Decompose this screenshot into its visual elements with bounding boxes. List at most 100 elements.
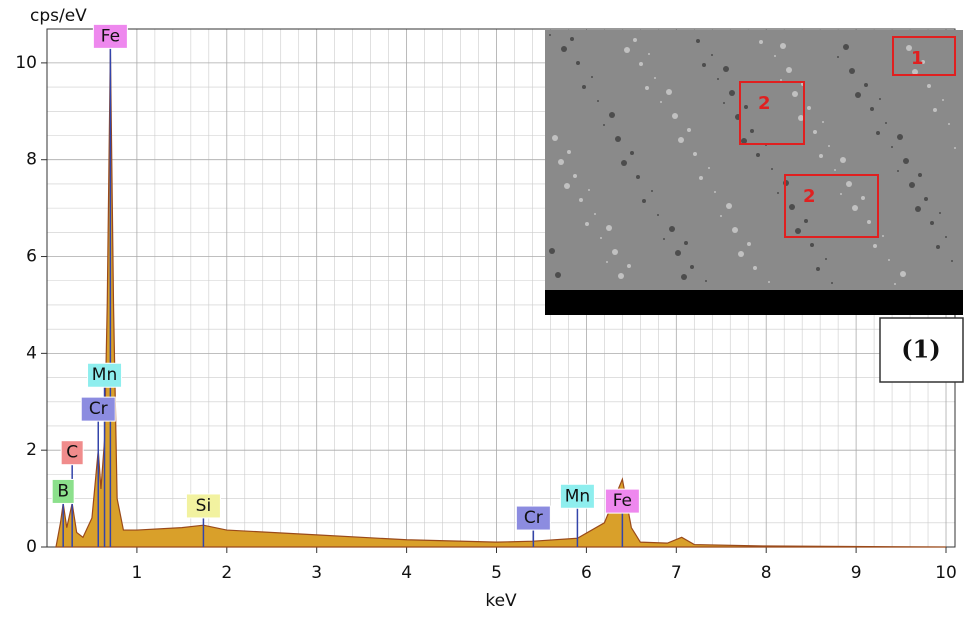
sem-speck [588, 189, 590, 191]
sem-speck [846, 181, 852, 187]
sem-speck [666, 89, 672, 95]
x-axis-label: keV [485, 591, 517, 611]
sem-speck [954, 147, 956, 149]
sem-speck [813, 130, 817, 134]
sem-speck [684, 241, 688, 245]
sem-speck [930, 221, 934, 225]
sem-speck [624, 47, 630, 53]
sem-speck [804, 219, 808, 223]
element-label: Si [196, 496, 212, 516]
element-label: C [66, 443, 78, 463]
element-label: Mn [92, 365, 117, 385]
y-tick-label: 4 [26, 343, 37, 363]
sem-speck [828, 145, 830, 147]
sem-speck [639, 62, 643, 66]
sem-speck [945, 236, 947, 238]
sem-speck [570, 37, 574, 41]
y-tick-label: 10 [15, 53, 37, 73]
sem-speck [852, 205, 858, 211]
sem-speck [756, 153, 760, 157]
sem-speck [597, 100, 599, 102]
sem-image [545, 30, 963, 315]
sem-speck [891, 146, 893, 148]
sem-speck [591, 76, 593, 78]
sem-speck [816, 267, 820, 271]
sem-speck [849, 68, 855, 74]
sem-speck [879, 98, 881, 100]
sem-speck [927, 84, 931, 88]
region-label: 1 [911, 48, 924, 69]
sem-speck [924, 197, 928, 201]
sem-speck [738, 251, 744, 257]
sem-speck [609, 112, 615, 118]
sem-speck [822, 121, 824, 123]
y-tick-label: 2 [26, 440, 37, 460]
x-tick-label: 8 [761, 563, 772, 583]
sem-speck [675, 250, 681, 256]
sem-speck [687, 128, 691, 132]
sem-speck [606, 225, 612, 231]
sem-speck [855, 92, 861, 98]
sem-speck [651, 190, 653, 192]
sem-speck [603, 124, 605, 126]
sem-speck [594, 213, 596, 215]
sem-speck [714, 191, 716, 193]
sem-speck [618, 273, 624, 279]
sem-speck [690, 265, 694, 269]
sem-speck [825, 258, 827, 260]
sem-speck [888, 259, 890, 261]
sem-speck [723, 66, 729, 72]
x-tick-label: 5 [491, 563, 502, 583]
sem-speck [717, 78, 719, 80]
sem-speck [732, 227, 738, 233]
sem-speck [810, 243, 814, 247]
sem-speck [600, 237, 602, 239]
sem-speck [909, 182, 915, 188]
sem-speck [942, 99, 944, 101]
sem-speck [657, 214, 659, 216]
sem-speck [669, 226, 675, 232]
sem-speck [903, 158, 909, 164]
sem-speck [561, 46, 567, 52]
sem-speck [864, 83, 868, 87]
sem-speck [720, 215, 722, 217]
sem-speck [648, 53, 650, 55]
sem-speck [633, 38, 637, 42]
sem-speck [582, 85, 586, 89]
sem-speck [837, 56, 839, 58]
sem-speck [627, 264, 631, 268]
sem-speck [840, 193, 842, 195]
sem-speck [915, 206, 921, 212]
inset-caption: (1) [901, 335, 940, 364]
sem-speck [663, 238, 665, 240]
sem-speck [771, 168, 773, 170]
sem-speck [807, 106, 811, 110]
sem-speck [696, 39, 700, 43]
sem-speck [573, 174, 577, 178]
sem-speck [840, 157, 846, 163]
sem-speck [951, 260, 953, 262]
x-tick-label: 3 [311, 563, 322, 583]
sem-speck [861, 196, 865, 200]
sem-speck [759, 40, 763, 44]
chart: 024681012345678910FeMnCrCBSiCrMnFe (1) c… [0, 0, 975, 615]
sem-speck [579, 198, 583, 202]
sem-speck [636, 175, 640, 179]
sem-speck [552, 135, 558, 141]
sem-speck [936, 245, 940, 249]
sem-speck [873, 244, 877, 248]
sem-speck [780, 79, 782, 81]
sem-speck [843, 44, 849, 50]
sem-speck [831, 282, 833, 284]
sem-speck [615, 136, 621, 142]
sem-speck [708, 167, 710, 169]
sem-speck [729, 90, 735, 96]
sem-speck [621, 160, 627, 166]
y-axis-label: cps/eV [30, 6, 87, 26]
sem-speck [630, 151, 634, 155]
sem-speck [699, 176, 703, 180]
y-tick-label: 6 [26, 247, 37, 267]
sem-speck [693, 152, 697, 156]
sem-speck [645, 86, 649, 90]
sem-speck [834, 169, 836, 171]
